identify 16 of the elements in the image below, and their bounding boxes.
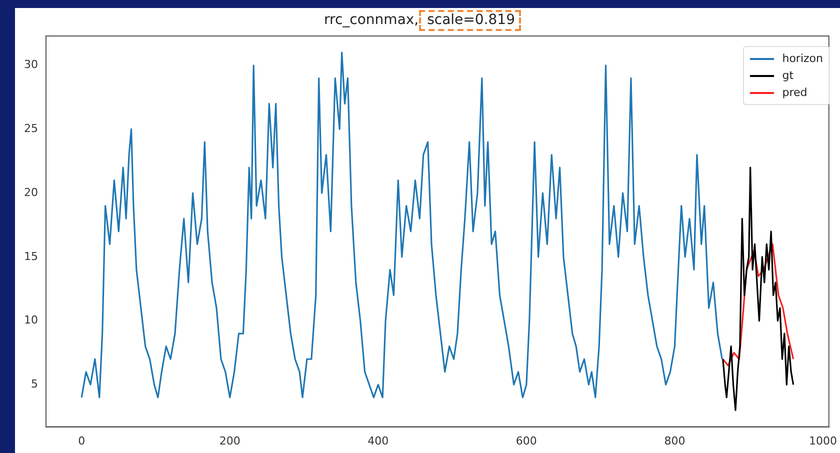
x-tick-label: 0 <box>78 434 86 448</box>
y-tick-label: 30 <box>24 58 38 72</box>
x-tick-label: 1000 <box>808 434 837 448</box>
dashed-outline: scale=0.819 <box>418 10 521 31</box>
y-tick-label: 20 <box>24 186 38 199</box>
x-tick-label: 200 <box>219 434 240 448</box>
y-tick-label: 10 <box>24 314 38 327</box>
y-tick-label: 25 <box>24 122 38 136</box>
x-tick-label: 600 <box>516 434 537 448</box>
x-tick-label: 800 <box>664 434 686 448</box>
y-tick-label: 5 <box>30 378 38 391</box>
y-tick-label: 15 <box>24 250 38 263</box>
legend-label: gt <box>782 68 794 84</box>
legend-label: pred <box>782 85 808 101</box>
x-tick-label: 400 <box>368 434 389 448</box>
legend-label: horizon <box>782 51 823 67</box>
